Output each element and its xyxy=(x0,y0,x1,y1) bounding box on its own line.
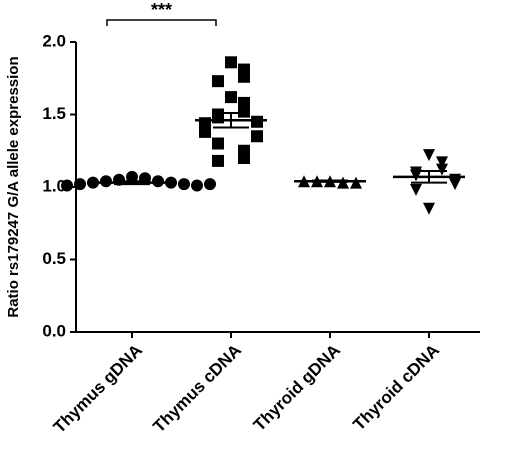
point xyxy=(165,176,177,189)
point xyxy=(152,175,164,188)
point xyxy=(410,183,422,196)
point xyxy=(238,152,250,164)
point xyxy=(423,149,435,162)
y-axis-label: Ratio rs179247 G/A allele expression xyxy=(5,56,22,317)
y-tick-label: 2.0 xyxy=(42,31,66,50)
point xyxy=(225,56,237,69)
point xyxy=(87,176,99,189)
point xyxy=(423,202,435,215)
point xyxy=(225,91,237,104)
point xyxy=(199,125,211,138)
point xyxy=(251,130,263,143)
point xyxy=(191,179,203,192)
point xyxy=(251,115,263,128)
point xyxy=(178,178,190,191)
y-tick-label: 0.0 xyxy=(42,321,66,340)
point xyxy=(436,156,448,169)
point xyxy=(212,154,224,167)
significance-label: *** xyxy=(151,0,172,20)
point xyxy=(61,179,73,192)
point xyxy=(126,170,138,183)
point xyxy=(212,75,224,88)
significance-bracket xyxy=(106,19,217,26)
point xyxy=(449,178,461,191)
y-tick-label: 1.5 xyxy=(42,104,66,123)
point xyxy=(212,137,224,150)
point xyxy=(238,70,250,83)
point xyxy=(238,105,250,118)
point xyxy=(350,176,362,189)
point xyxy=(74,178,86,191)
point xyxy=(436,163,448,176)
y-tick-label: 1.0 xyxy=(42,176,66,195)
x-tick-label: Thyroid gDNA xyxy=(250,341,344,435)
x-tick-label: Thymus gDNA xyxy=(50,341,146,437)
x-tick-label: Thymus cDNA xyxy=(149,341,245,437)
point xyxy=(100,175,112,188)
y-tick-label: 0.5 xyxy=(42,249,66,268)
x-tick-label: Thyroid cDNA xyxy=(349,341,443,435)
point xyxy=(204,178,216,191)
point xyxy=(410,169,422,182)
